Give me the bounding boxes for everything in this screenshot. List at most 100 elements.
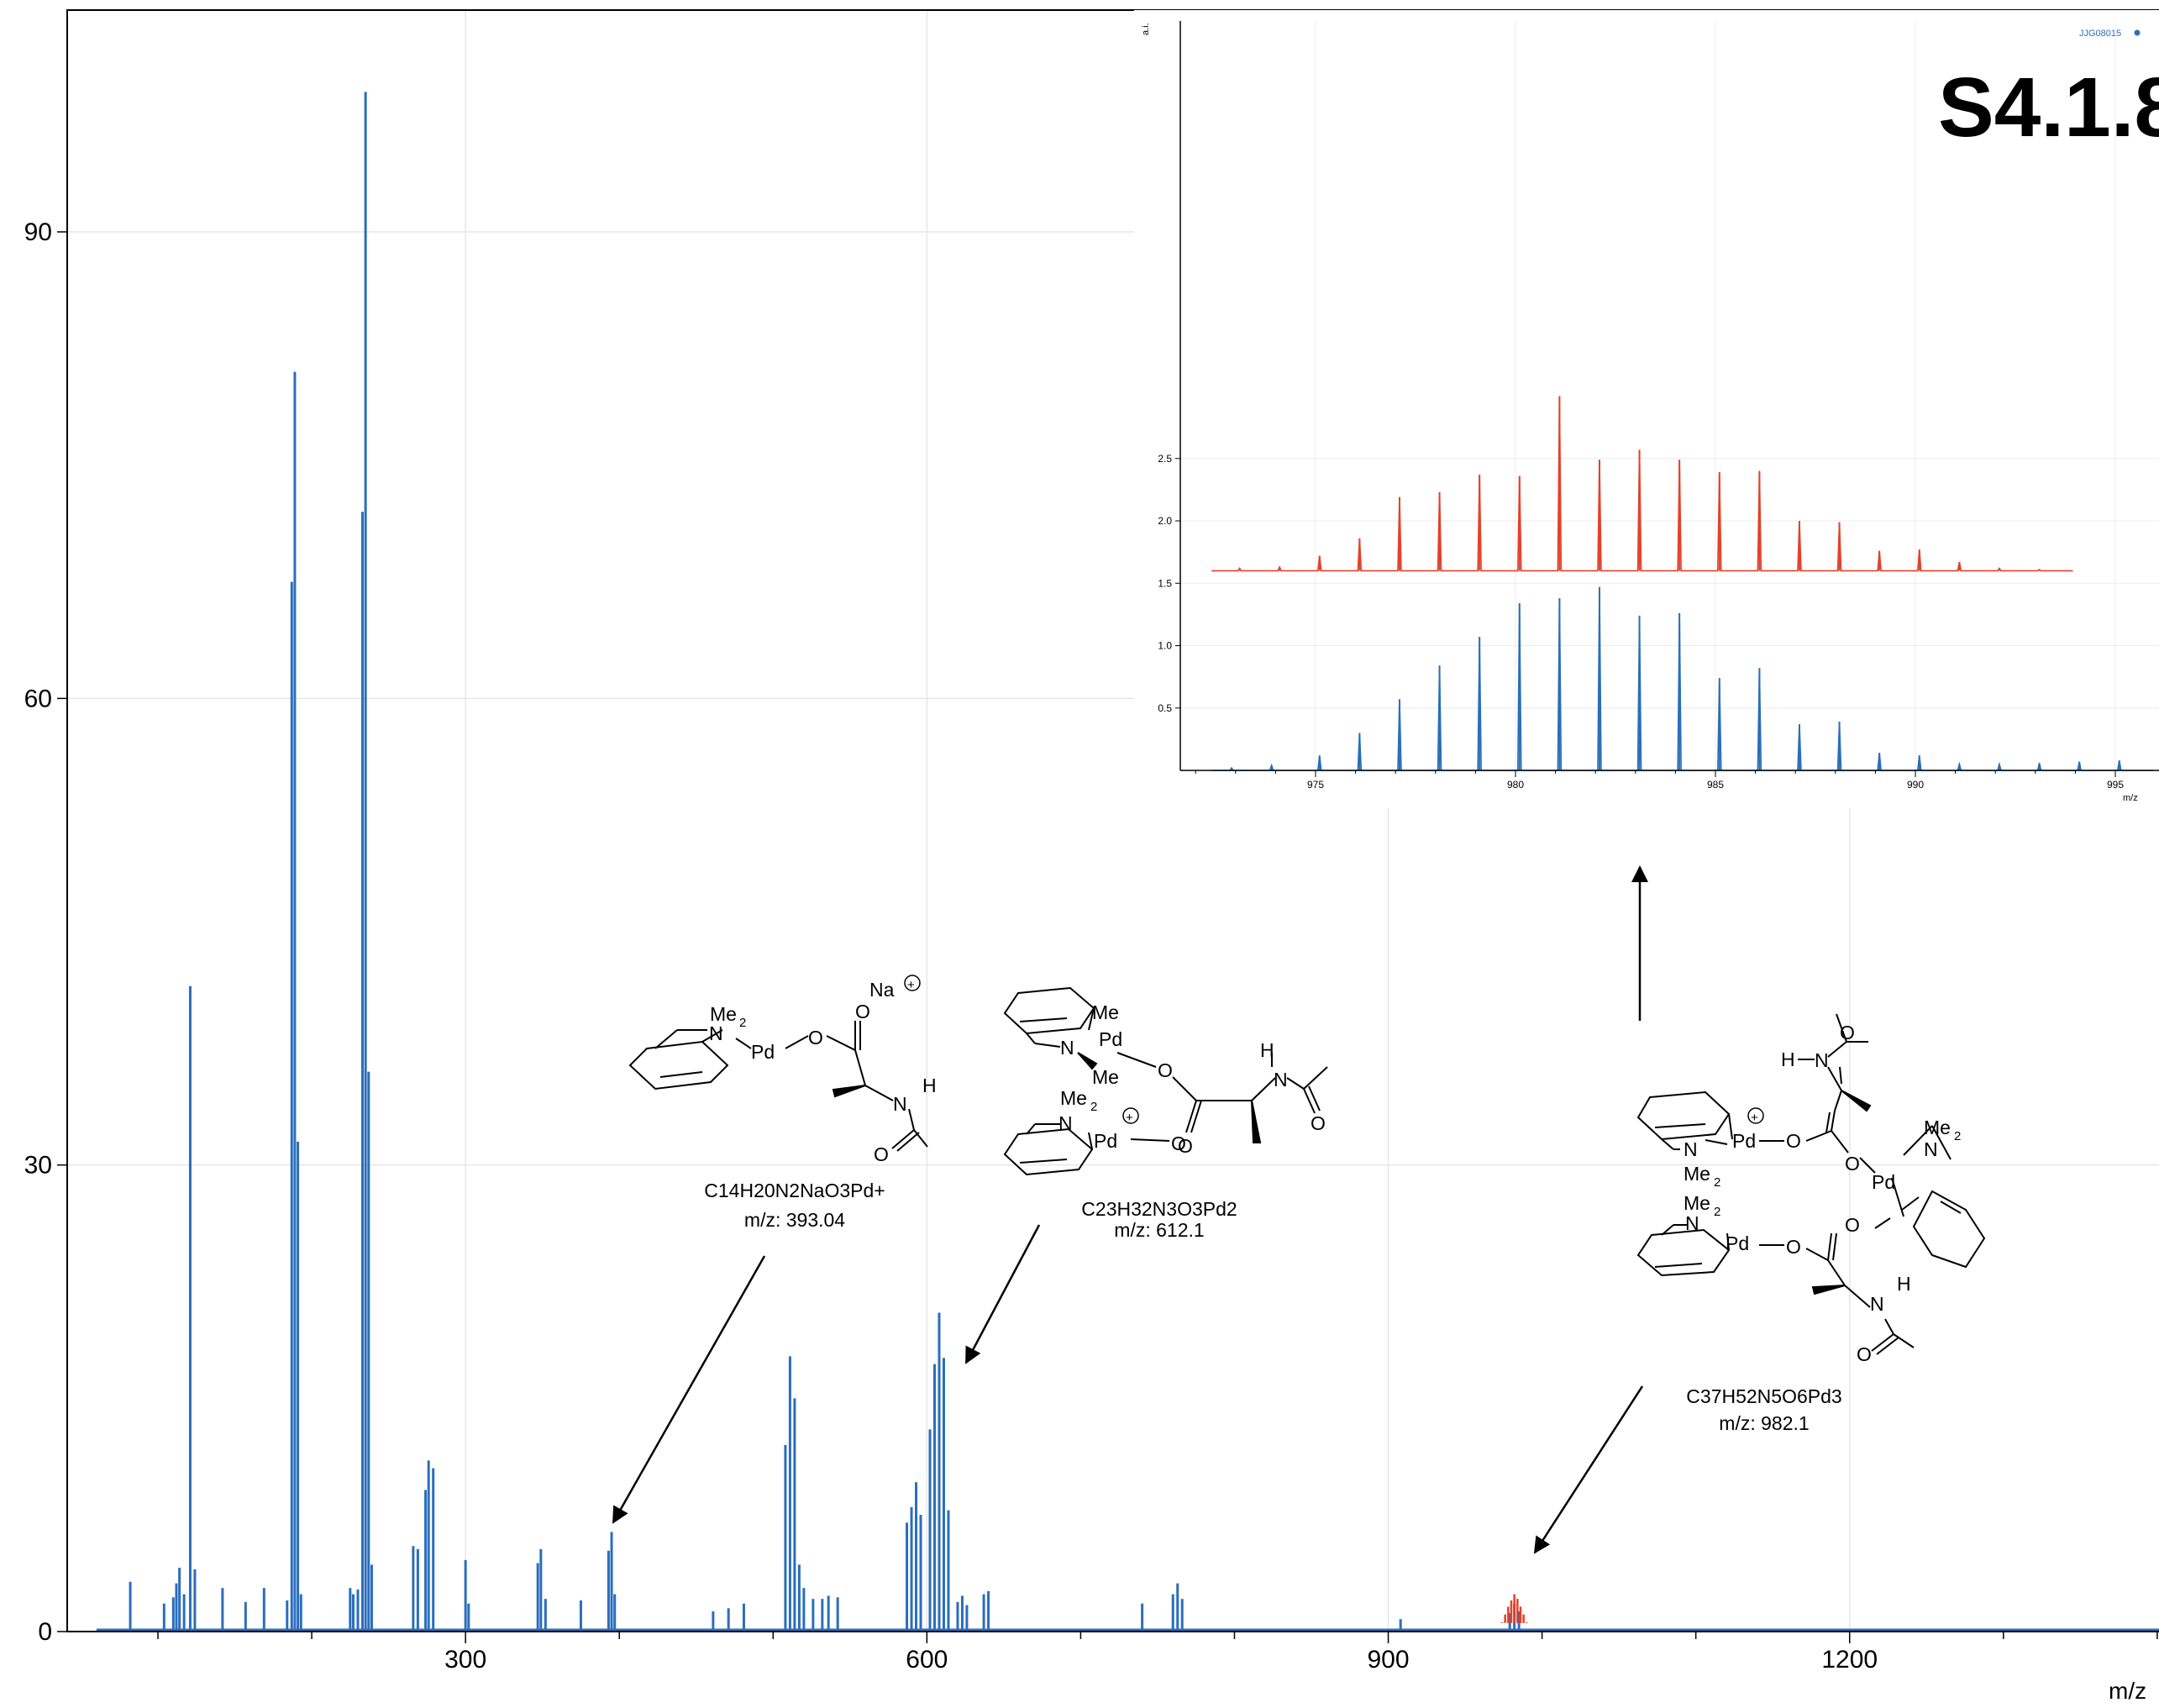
main-x-tick-label: 300 (444, 1646, 486, 1674)
main-y-tick-label: 90 (24, 218, 52, 246)
svg-text:N: N (893, 1093, 907, 1115)
svg-text:Me: Me (1092, 1001, 1119, 1023)
arrow-to-c23-peak (964, 1224, 1041, 1364)
svg-text:Pd: Pd (1872, 1171, 1895, 1193)
svg-text:2: 2 (1714, 1205, 1720, 1219)
svg-text:O: O (1857, 1343, 1872, 1365)
inset-x-tick-label: 980 (1507, 779, 1524, 791)
svg-text:N: N (709, 1022, 723, 1044)
svg-text:O: O (808, 1027, 823, 1048)
inset-y-tick-label: 0.5 (1158, 702, 1172, 714)
svg-text:N: N (1924, 1138, 1938, 1160)
svg-text:Pd: Pd (1732, 1130, 1756, 1152)
svg-text:O: O (855, 1001, 870, 1022)
svg-text:+: + (907, 978, 915, 992)
svg-text:N: N (1060, 1037, 1074, 1059)
svg-text:Me: Me (1060, 1087, 1087, 1109)
main-x-axis-label: m/z (2109, 1678, 2146, 1704)
svg-text:2: 2 (1954, 1129, 1961, 1143)
annotation-c37: C37H52N5O6Pd3 m/z: 982.1 (1686, 1385, 1841, 1434)
main-x-axis: 300 600 900 1200 (157, 1632, 2158, 1674)
svg-text:Pd: Pd (751, 1041, 775, 1063)
main-spectrum-bars (96, 92, 2159, 1632)
annotation-c23: C23H32N3O3Pd2 m/z: 612.1 (1081, 1198, 1237, 1241)
svg-text:O: O (1158, 1059, 1173, 1081)
inset-y-axis-label: a.i. (1141, 23, 1151, 35)
svg-text:O: O (1171, 1133, 1186, 1154)
annotation-c23-formula: C23H32N3O3Pd2 (1081, 1198, 1237, 1220)
svg-text:H: H (1260, 1039, 1274, 1061)
svg-text:+: + (1751, 1111, 1758, 1125)
inset-x-tick-label: 995 (2107, 779, 2124, 791)
svg-text:N: N (1684, 1138, 1698, 1160)
svg-text:O: O (1840, 1022, 1855, 1043)
svg-text:2: 2 (739, 1016, 746, 1030)
svg-text:O: O (1311, 1112, 1326, 1134)
main-y-tick-label: 0 (38, 1618, 52, 1646)
structure-c23-atoms: Me Pd N Me O H N O O Me 2 N Pd + O (1058, 1001, 1326, 1157)
inset-y-tick-label: 1.0 (1158, 640, 1172, 652)
main-x-tick-label: 900 (1368, 1646, 1410, 1674)
svg-text:N: N (1274, 1069, 1288, 1090)
main-x-tick-label: 600 (906, 1646, 948, 1674)
svg-text:H: H (1781, 1048, 1795, 1070)
structure-c23-complex (1003, 986, 1328, 1176)
svg-text:Me: Me (1924, 1117, 1951, 1138)
structure-c37-atoms: O H N + N Pd O Me 2 O Pd Me 2 N O Me 2 N Pd… (1684, 1022, 1961, 1365)
main-y-axis: 0 30 60 90 (24, 218, 67, 1646)
inset-x-axis: 975 980 985 990 995 (1195, 770, 2124, 791)
main-y-tick-label: 30 (24, 1152, 52, 1180)
svg-text:O: O (1845, 1153, 1860, 1175)
svg-text:Me: Me (710, 1003, 737, 1025)
main-x-tick-label: 1200 (1821, 1646, 1878, 1674)
arrow-to-c37-peak (1533, 1385, 1644, 1554)
svg-text:H: H (1897, 1273, 1911, 1295)
inset-corner-tag: JJG08015 (2079, 29, 2121, 39)
inset-y-axis: 0.5 1.0 1.5 2.0 2.5 (1158, 453, 1180, 714)
inset-measured-spectrum (1211, 586, 2153, 771)
structure-c37-complex (1636, 1013, 1986, 1355)
figure-label: S4.1.8 (1938, 60, 2159, 155)
arrow-to-c14-peak (612, 1255, 766, 1524)
svg-text:O: O (1786, 1236, 1801, 1258)
inset-x-tick-label: 990 (1907, 779, 1924, 791)
svg-text:O: O (1178, 1135, 1193, 1157)
svg-text:O: O (1845, 1214, 1860, 1236)
svg-text:Pd: Pd (1099, 1028, 1122, 1050)
inset-simulated-spectrum (1211, 396, 2073, 572)
svg-text:N: N (1870, 1293, 1884, 1315)
inset-y-tick-label: 2.0 (1158, 515, 1172, 527)
structure-c14-complex (628, 1021, 928, 1152)
inset-y-tick-label: 1.5 (1158, 577, 1172, 589)
main-simulated-bars (1500, 1594, 1528, 1623)
svg-text:O: O (874, 1143, 889, 1165)
annotation-c37-formula: C37H52N5O6Pd3 (1686, 1385, 1841, 1407)
svg-text:O: O (1786, 1130, 1801, 1152)
annotation-c14-mz: m/z: 393.04 (744, 1209, 845, 1231)
annotation-c14: C14H20N2NaO3Pd+ m/z: 393.04 (704, 1180, 885, 1231)
inset-x-tick-label: 985 (1707, 779, 1724, 791)
annotation-c23-mz: m/z: 612.1 (1114, 1219, 1204, 1241)
svg-text:H: H (922, 1075, 937, 1096)
svg-text:Na: Na (869, 979, 895, 1001)
inset-corner-dot (2134, 29, 2141, 36)
svg-text:2: 2 (1714, 1175, 1720, 1190)
annotation-c14-formula: C14H20N2NaO3Pd+ (704, 1180, 885, 1201)
svg-text:Pd: Pd (1094, 1130, 1117, 1152)
structure-c14-atoms: Me 2 N Pd O O Na + N H O (709, 975, 937, 1165)
svg-text:Pd: Pd (1726, 1232, 1749, 1254)
svg-text:N: N (1815, 1049, 1829, 1071)
main-y-tick-label: 60 (24, 685, 52, 712)
svg-text:Me: Me (1684, 1192, 1710, 1214)
svg-text:N: N (1685, 1212, 1699, 1234)
svg-text:Me: Me (1684, 1163, 1710, 1185)
svg-text:Me: Me (1092, 1066, 1119, 1088)
svg-text:N: N (1058, 1112, 1073, 1134)
main-plot-frame (66, 9, 2159, 1632)
svg-text:2: 2 (1090, 1100, 1097, 1114)
inset-x-axis-label: m/z (2123, 793, 2138, 803)
inset-chart: 975 980 985 990 995 0.5 1.0 1.5 2.0 2.5 a.i. m/z… (1134, 10, 2159, 808)
inset-y-tick-label: 2.5 (1158, 453, 1172, 465)
inset-grid (1180, 21, 2159, 770)
